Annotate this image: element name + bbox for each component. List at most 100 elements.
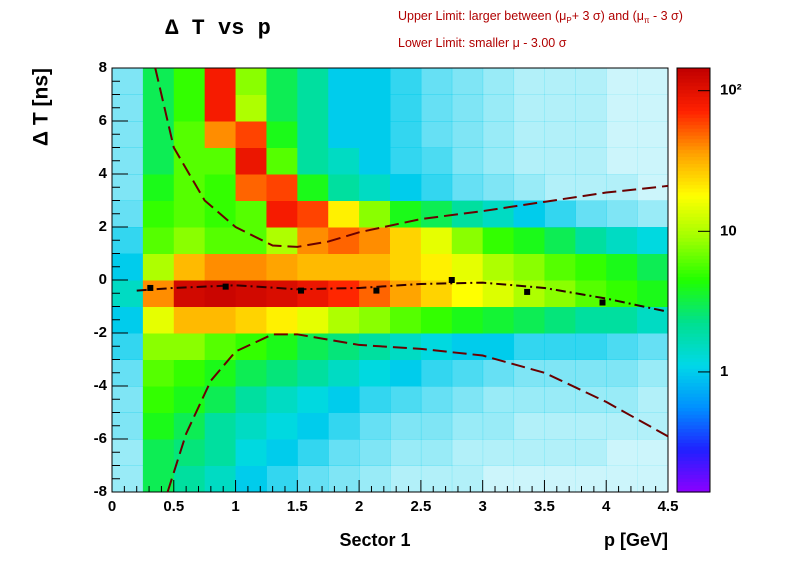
y-tick-label: 6: [99, 112, 107, 129]
heatmap-cell: [544, 121, 576, 148]
z-tick-label: 10²: [720, 82, 742, 99]
heatmap-cell: [266, 280, 298, 307]
heatmap-cell: [359, 94, 391, 122]
colorbar-step: [677, 410, 710, 415]
heatmap-cell: [142, 439, 175, 466]
heatmap-cell: [235, 121, 267, 148]
colorbar-step: [677, 265, 710, 270]
colorbar-step: [677, 318, 710, 323]
heatmap-cell: [328, 306, 360, 334]
colorbar-step: [677, 78, 710, 83]
colorbar-frame: [676, 67, 711, 493]
x-tick-label: 3.5: [534, 498, 555, 515]
heatmap-cell: [420, 147, 453, 175]
heatmap-cell: [235, 200, 267, 228]
heatmap-cell: [173, 147, 206, 175]
colorbar-step: [677, 209, 710, 214]
heatmap-cell: [451, 412, 484, 440]
heatmap-cell: [451, 253, 484, 281]
heatmap-cell: [328, 280, 360, 307]
fit-curve: [154, 67, 669, 248]
heatmap-cell: [482, 439, 515, 466]
heatmap-cell: [513, 253, 545, 281]
heatmap-cell: [142, 386, 175, 413]
heatmap: [112, 68, 669, 493]
heatmap-cell: [266, 439, 298, 466]
x-tick-label: 1.5: [287, 498, 308, 515]
colorbar-step: [677, 414, 710, 419]
heatmap-cell: [482, 174, 515, 201]
heatmap-cell: [297, 465, 329, 493]
colorbar-step: [677, 333, 710, 338]
heatmap-cell: [575, 412, 607, 440]
heatmap-cell: [575, 147, 607, 175]
heatmap-cell: [606, 306, 638, 334]
colorbar-step: [677, 75, 710, 80]
colorbar-step: [677, 113, 710, 119]
heatmap-cell: [513, 333, 545, 360]
heatmap-cell: [359, 306, 391, 334]
heatmap-cell: [173, 306, 206, 334]
heatmap-cell: [297, 439, 329, 466]
heatmap-cell: [637, 280, 669, 307]
colorbar-step: [677, 435, 710, 440]
heatmap-cell: [482, 386, 515, 413]
heatmap-cell: [235, 253, 267, 281]
heatmap-cell: [544, 94, 576, 122]
colorbar-step: [677, 386, 710, 391]
heatmap-cell: [328, 200, 360, 228]
heatmap-cell: [235, 94, 267, 122]
heatmap-cell: [266, 200, 298, 228]
heatmap-cell: [575, 200, 607, 228]
heatmap-cell: [637, 147, 669, 175]
colorbar-step: [677, 92, 710, 97]
heatmap-cell: [513, 174, 545, 201]
heatmap-cell: [235, 306, 267, 334]
heatmap-cell: [420, 465, 453, 493]
heatmap-cell: [173, 227, 206, 254]
colorbar-step: [677, 463, 710, 468]
colorbar-step: [677, 276, 710, 281]
heatmap-cell: [297, 412, 329, 440]
heatmap-cell: [575, 359, 607, 387]
colorbar-step: [677, 467, 710, 472]
heatmap-cell: [420, 174, 453, 201]
heatmap-cell: [637, 386, 669, 413]
heatmap-cell: [390, 253, 422, 281]
heatmap-cell: [204, 359, 237, 387]
colorbar-step: [677, 417, 710, 422]
heatmap-cell: [390, 174, 422, 201]
colorbar-step: [677, 181, 710, 186]
heatmap-cell: [637, 359, 669, 387]
heatmap-cell: [266, 253, 298, 281]
mean-point: [524, 288, 531, 295]
mean-point: [373, 287, 380, 294]
heatmap-cell: [328, 412, 360, 440]
heatmap-cell: [606, 465, 638, 493]
heatmap-cell: [235, 465, 267, 493]
heatmap-cell: [637, 253, 669, 281]
heatmap-cell: [637, 68, 669, 95]
colorbar-step: [677, 110, 710, 115]
heatmap-cell: [297, 121, 329, 148]
heatmap-cell: [328, 253, 360, 281]
heatmap-cell: [173, 174, 206, 201]
heatmap-cell: [266, 147, 298, 175]
colorbar-step: [677, 89, 710, 94]
colorbar-step: [677, 156, 710, 161]
colorbar-step: [677, 68, 710, 73]
colorbar-step: [677, 294, 710, 299]
heatmap-cell: [390, 121, 422, 148]
heatmap-cell: [513, 227, 545, 254]
colorbar-step: [677, 99, 710, 104]
colorbar-step: [677, 205, 710, 210]
heatmap-cell: [513, 439, 545, 466]
heatmap-cell: [606, 121, 638, 148]
heatmap-cell: [297, 386, 329, 413]
heatmap-cell: [235, 333, 267, 360]
colorbar-step: [677, 347, 710, 352]
heatmap-cell: [420, 94, 453, 122]
colorbar-step: [677, 177, 710, 182]
heatmap-cell: [513, 94, 545, 122]
mean-point: [147, 284, 154, 291]
